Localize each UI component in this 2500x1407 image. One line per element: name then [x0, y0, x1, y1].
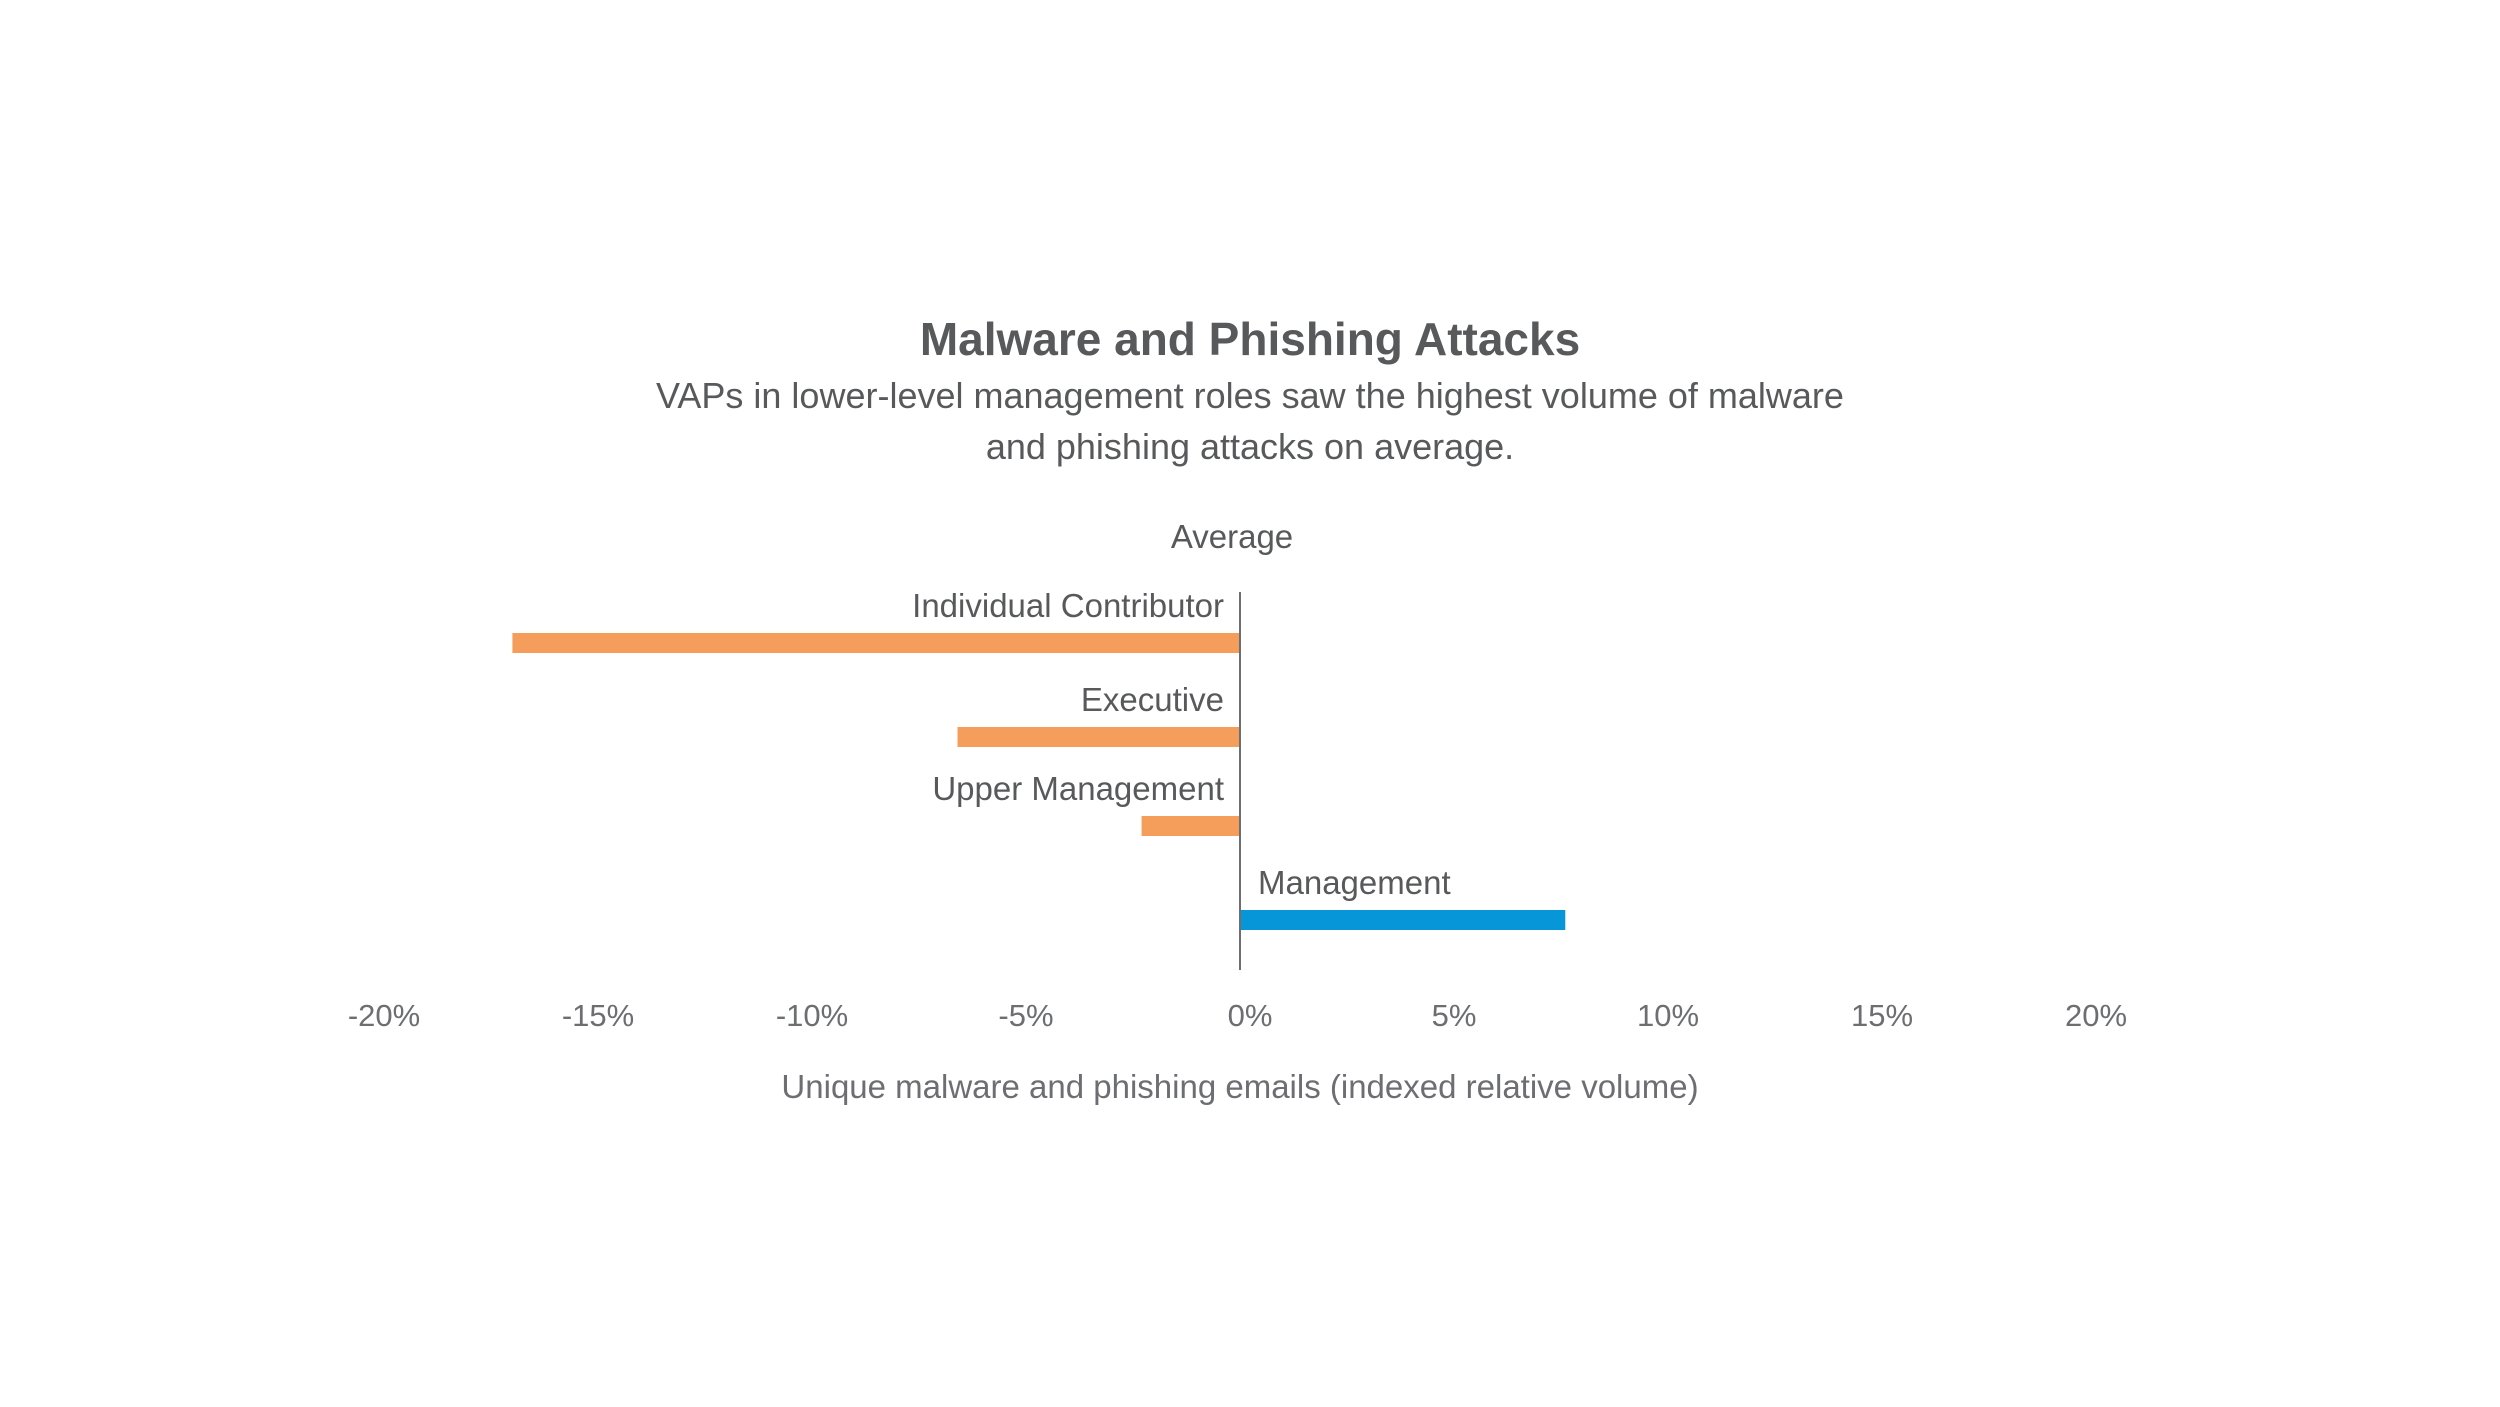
average-line-label: Average: [1171, 518, 1293, 555]
bars-layer: Individual Contributor Executive Upper Man…: [512, 587, 1566, 930]
x-tick-label: -15%: [562, 998, 634, 1033]
chart-subtitle-line-2: and phishing attacks on average.: [986, 426, 1514, 467]
chart-title: Malware and Phishing Attacks: [920, 313, 1580, 365]
bar-label-executive: Executive: [1081, 681, 1224, 718]
bar-label-individual-contributor: Individual Contributor: [912, 587, 1224, 624]
bar-management: [1240, 910, 1566, 930]
x-tick-label: -10%: [776, 998, 848, 1033]
bar-upper-management: [1141, 816, 1240, 836]
x-axis-ticks: -20% -15% -10% -5% 0% 5% 10% 15% 20%: [348, 998, 2127, 1033]
x-tick-label: 5%: [1432, 998, 1477, 1033]
bar-individual-contributor: [512, 633, 1240, 653]
x-axis-title: Unique malware and phishing emails (inde…: [781, 1068, 1698, 1105]
bar-label-upper-management: Upper Management: [932, 770, 1224, 807]
x-tick-label: 10%: [1637, 998, 1699, 1033]
bar-label-management: Management: [1258, 864, 1451, 901]
x-tick-label: -5%: [998, 998, 1053, 1033]
x-tick-label: 20%: [2065, 998, 2127, 1033]
chart-subtitle-line-1: VAPs in lower-level management roles saw…: [656, 375, 1844, 416]
bar-executive: [957, 727, 1240, 747]
x-tick-label: 15%: [1851, 998, 1913, 1033]
x-tick-label: 0%: [1228, 998, 1273, 1033]
x-tick-label: -20%: [348, 998, 420, 1033]
